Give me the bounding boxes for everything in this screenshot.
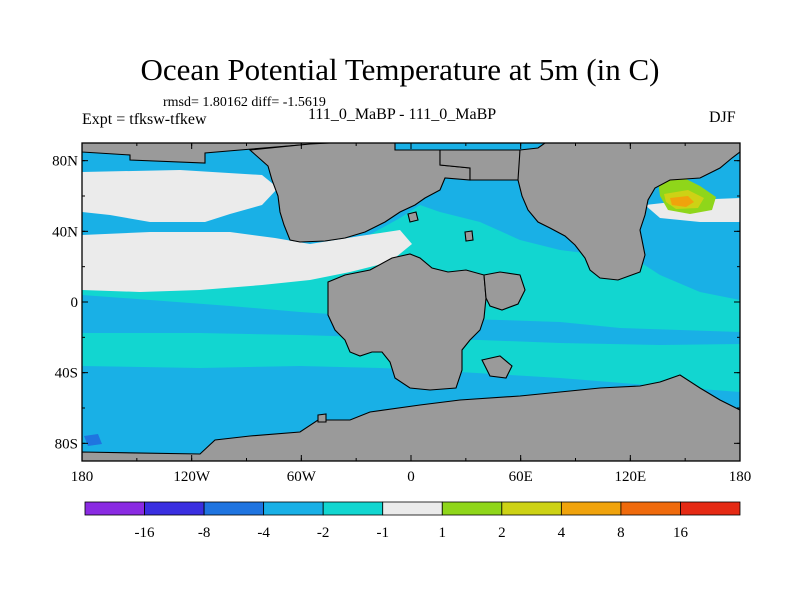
x-tick-label: 60E: [509, 469, 533, 485]
land-antarctic: [82, 374, 740, 461]
colorbar-label: 4: [558, 525, 566, 541]
colorbar-label: -1: [376, 525, 389, 541]
colorbar-label: 1: [439, 525, 447, 541]
x-tick-label: 60W: [287, 469, 317, 485]
season-label: DJF: [709, 109, 736, 126]
land-north-america-like: [248, 143, 471, 243]
land-subcontinent: [483, 271, 526, 311]
land-islet-1: [407, 211, 419, 223]
experiment-label: Expt = tfksw-tfkew: [82, 111, 207, 128]
y-tick-label: 80S: [55, 436, 78, 452]
x-tick-label: 120E: [614, 469, 646, 485]
colorbar-label: 2: [498, 525, 506, 541]
colorbar-swatch: [263, 501, 324, 516]
colorbar-label: -2: [317, 525, 330, 541]
chart-title: Ocean Potential Temperature at 5m (in C): [140, 52, 660, 87]
colorbar-swatch: [144, 501, 205, 516]
colorbar-swatch: [560, 501, 622, 516]
y-tick-label: 40N: [52, 224, 78, 240]
colorbar-swatch: [203, 501, 265, 516]
colorbar-swatch: [620, 501, 681, 516]
contour-band-cold-sw-corner: [84, 434, 102, 446]
map-field: [82, 143, 740, 461]
land-island-mid: [481, 355, 513, 379]
contour-band-white-north: [82, 170, 278, 222]
y-tick-label: 0: [71, 295, 79, 311]
stats-label: rmsd= 1.80162 diff= -1.5619: [163, 95, 326, 110]
colorbar-label: -8: [198, 525, 211, 541]
colorbar-swatch: [382, 501, 443, 516]
colorbar-label: 16: [673, 525, 689, 541]
land-masses: [82, 143, 740, 461]
x-tick-label: 180: [729, 469, 752, 485]
colorbar-swatch: [84, 501, 145, 516]
colorbar-label: 8: [617, 525, 625, 541]
colorbar-swatch: [680, 501, 741, 516]
colorbar-label: -16: [135, 525, 155, 541]
y-tick-label: 80N: [52, 154, 78, 170]
land-islet-3: [317, 413, 327, 423]
x-tick-label: 0: [407, 469, 415, 485]
colorbar-swatch: [322, 501, 384, 516]
axis-ticks: [81, 143, 741, 461]
contour-band-warm-4-8: [670, 196, 694, 207]
x-tick-label: 120W: [173, 469, 211, 485]
colorbar-swatch: [501, 501, 562, 516]
land-islet-2: [464, 230, 474, 242]
y-tick-label: 40S: [55, 366, 78, 382]
case-label: 111_0_MaBP - 111_0_MaBP: [308, 106, 497, 123]
land-eurasia-like: [517, 143, 740, 281]
land-south-america-like: [327, 253, 487, 391]
contour-band-white-midlat: [82, 230, 412, 292]
axis-tick-labels: 180 120W 60W 0 60E 120E 180 80N 40N 0 40S 80S: [52, 154, 751, 485]
colorbar-label: -4: [257, 525, 270, 541]
colorbar: -16 -8 -4 -2 -1 1 2 4 8 16: [84, 501, 741, 541]
colorbar-swatch: [441, 501, 503, 516]
x-tick-label: 180: [71, 469, 94, 485]
